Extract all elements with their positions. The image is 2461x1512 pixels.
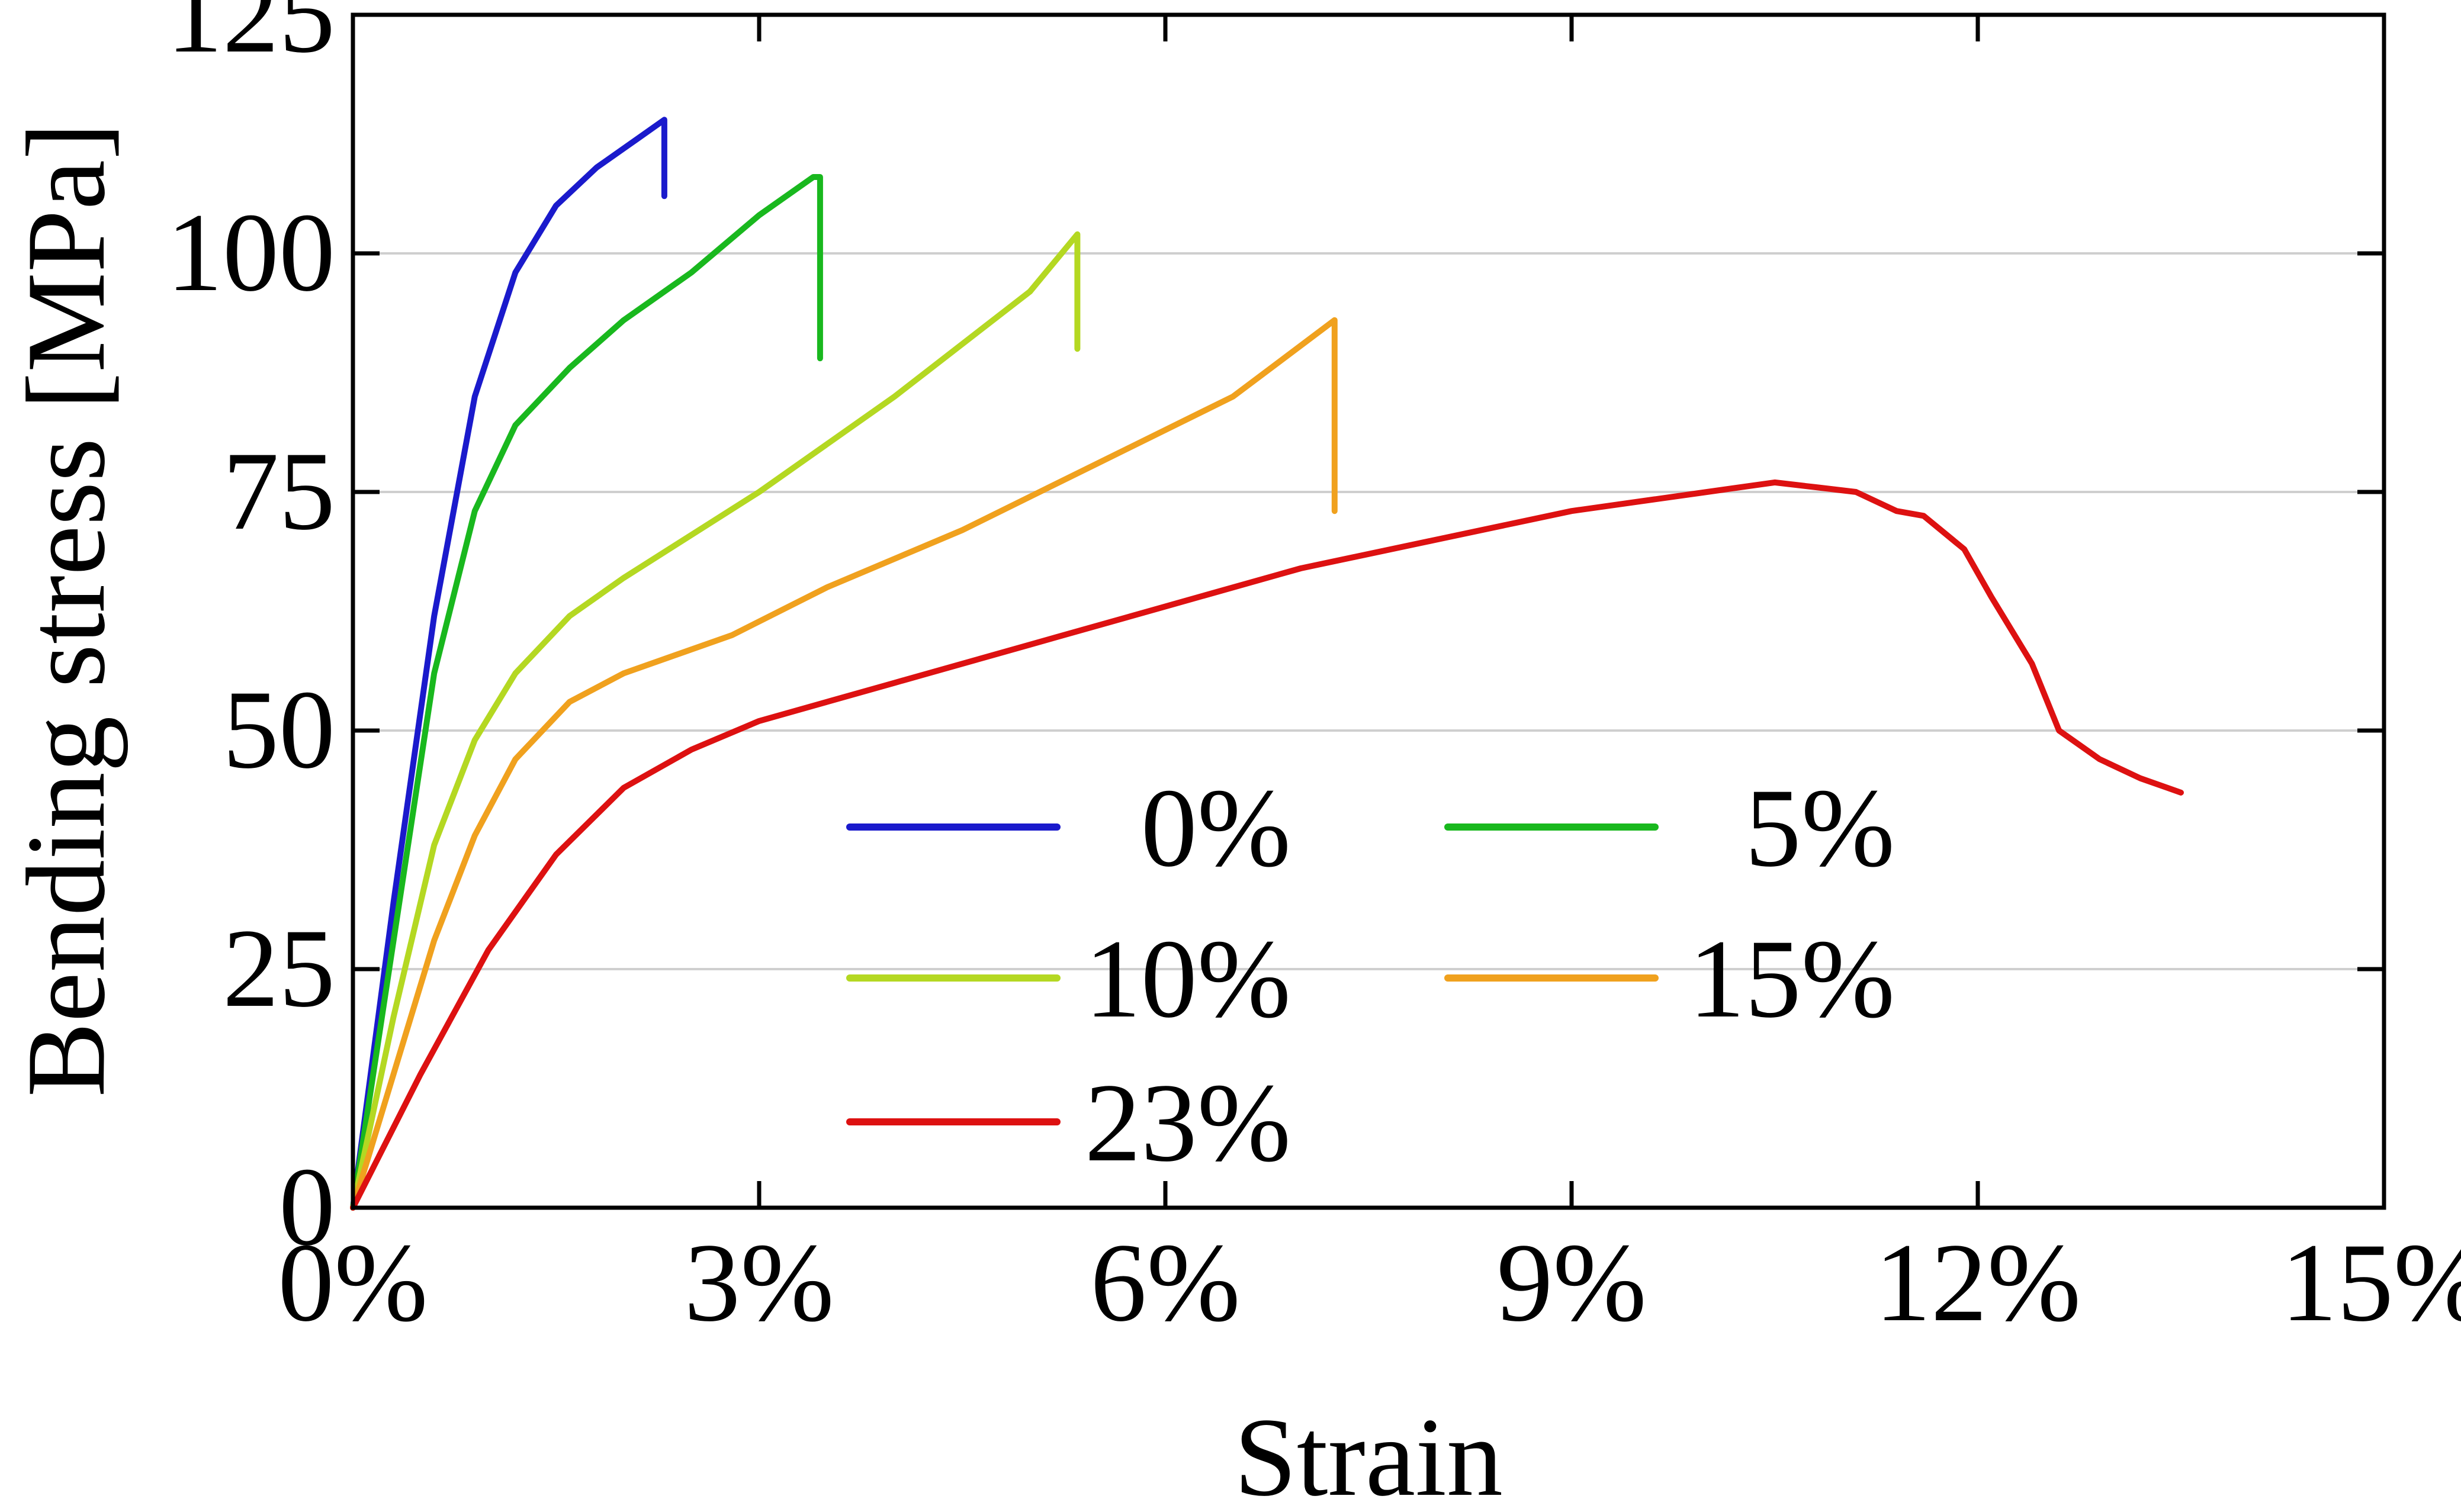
y-tick-label: 75 xyxy=(223,429,335,554)
grid-lines xyxy=(353,252,2384,970)
series-line-5pct xyxy=(350,174,823,1211)
series-lines xyxy=(350,117,2184,1211)
x-tick-label: 9% xyxy=(1496,1221,1646,1345)
series-line-23pct xyxy=(350,479,2184,1211)
axis-ticks xyxy=(351,12,2386,1210)
x-tick-label: 3% xyxy=(684,1221,834,1345)
y-tick-label: 25 xyxy=(223,906,335,1031)
x-tick-label: 0% xyxy=(278,1221,428,1345)
series-line-10pct xyxy=(350,231,1081,1211)
legend-label-15pct: 15% xyxy=(1689,917,1895,1041)
y-tick-label: 0 xyxy=(279,1145,335,1269)
x-tick-label: 12% xyxy=(1875,1221,2081,1345)
x-tick-labels: 0% 3% 6% 9% 12% 15% xyxy=(278,1221,2461,1345)
x-tick-label: 15% xyxy=(2281,1221,2461,1345)
x-axis-label: Strain xyxy=(1234,1395,1503,1512)
legend-label-23pct: 23% xyxy=(1085,1061,1291,1185)
y-tick-labels: 0 25 50 75 100 125 xyxy=(166,0,335,1269)
y-tick-label: 50 xyxy=(223,668,335,792)
legend: 0% 5% 10% 15% 23% xyxy=(846,766,1895,1185)
legend-label-5pct: 5% xyxy=(1745,766,1895,890)
y-axis-label: Bending stress [MPa] xyxy=(4,123,128,1098)
series-line-15pct xyxy=(350,317,1338,1211)
legend-label-10pct: 10% xyxy=(1085,917,1291,1041)
series-line-0pct xyxy=(350,117,667,1211)
y-tick-label: 125 xyxy=(166,0,335,76)
plot-frame xyxy=(351,12,2386,1210)
x-tick-label: 6% xyxy=(1090,1221,1240,1345)
legend-label-0pct: 0% xyxy=(1141,766,1291,890)
y-tick-label: 100 xyxy=(166,191,335,315)
